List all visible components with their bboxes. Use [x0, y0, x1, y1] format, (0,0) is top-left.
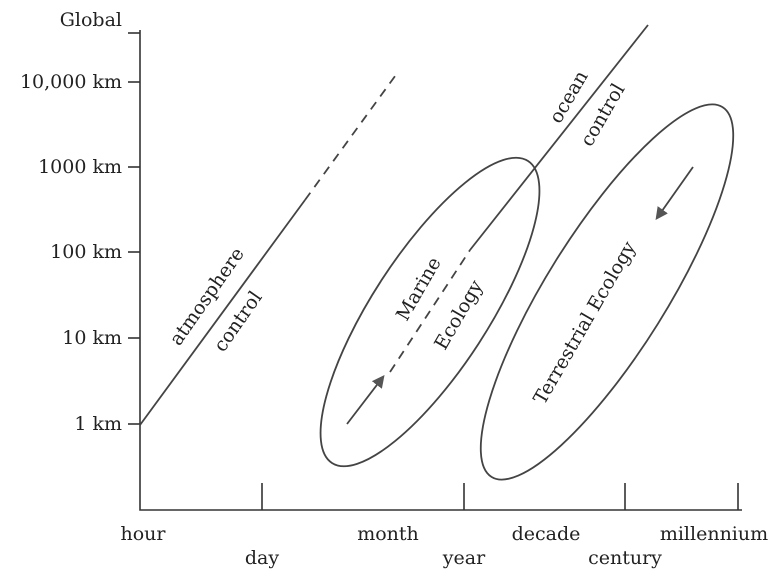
- axes: [139, 30, 742, 511]
- x-label: hour: [121, 523, 167, 545]
- marine-dashed: [389, 249, 471, 373]
- y-label: 10 km: [62, 327, 122, 349]
- region-label: Marine: [392, 253, 446, 324]
- x-label: year: [442, 547, 486, 569]
- marine-ellipse: [319, 156, 541, 468]
- y-label: 10,000 km: [20, 71, 122, 93]
- x-label: millennium: [660, 523, 768, 545]
- y-ticks: [128, 32, 140, 425]
- atmosphere-dashed: [304, 71, 399, 201]
- x-label: month: [357, 523, 419, 545]
- ocean-line: [469, 24, 649, 251]
- atmosphere-line: [139, 199, 306, 426]
- x-label: day: [245, 547, 279, 569]
- y-label: 1 km: [74, 413, 122, 435]
- y-label: 1000 km: [38, 156, 122, 178]
- x-label: century: [588, 547, 662, 569]
- x-label: decade: [512, 523, 581, 545]
- marine-arrow: [346, 374, 385, 425]
- region-label: Terrestrial Ecology: [529, 238, 640, 409]
- terrestrial-arrow: [655, 166, 694, 221]
- terrestrial-ellipse: [479, 103, 735, 481]
- x-ticks: [261, 483, 739, 510]
- y-labels: Global 10,000 km 1000 km 100 km 10 km 1 …: [20, 9, 122, 435]
- region-label: ocean: [545, 67, 592, 127]
- y-label: 100 km: [50, 241, 122, 263]
- x-labels: hour day month year decade century mille…: [121, 523, 769, 569]
- y-label: Global: [60, 9, 122, 31]
